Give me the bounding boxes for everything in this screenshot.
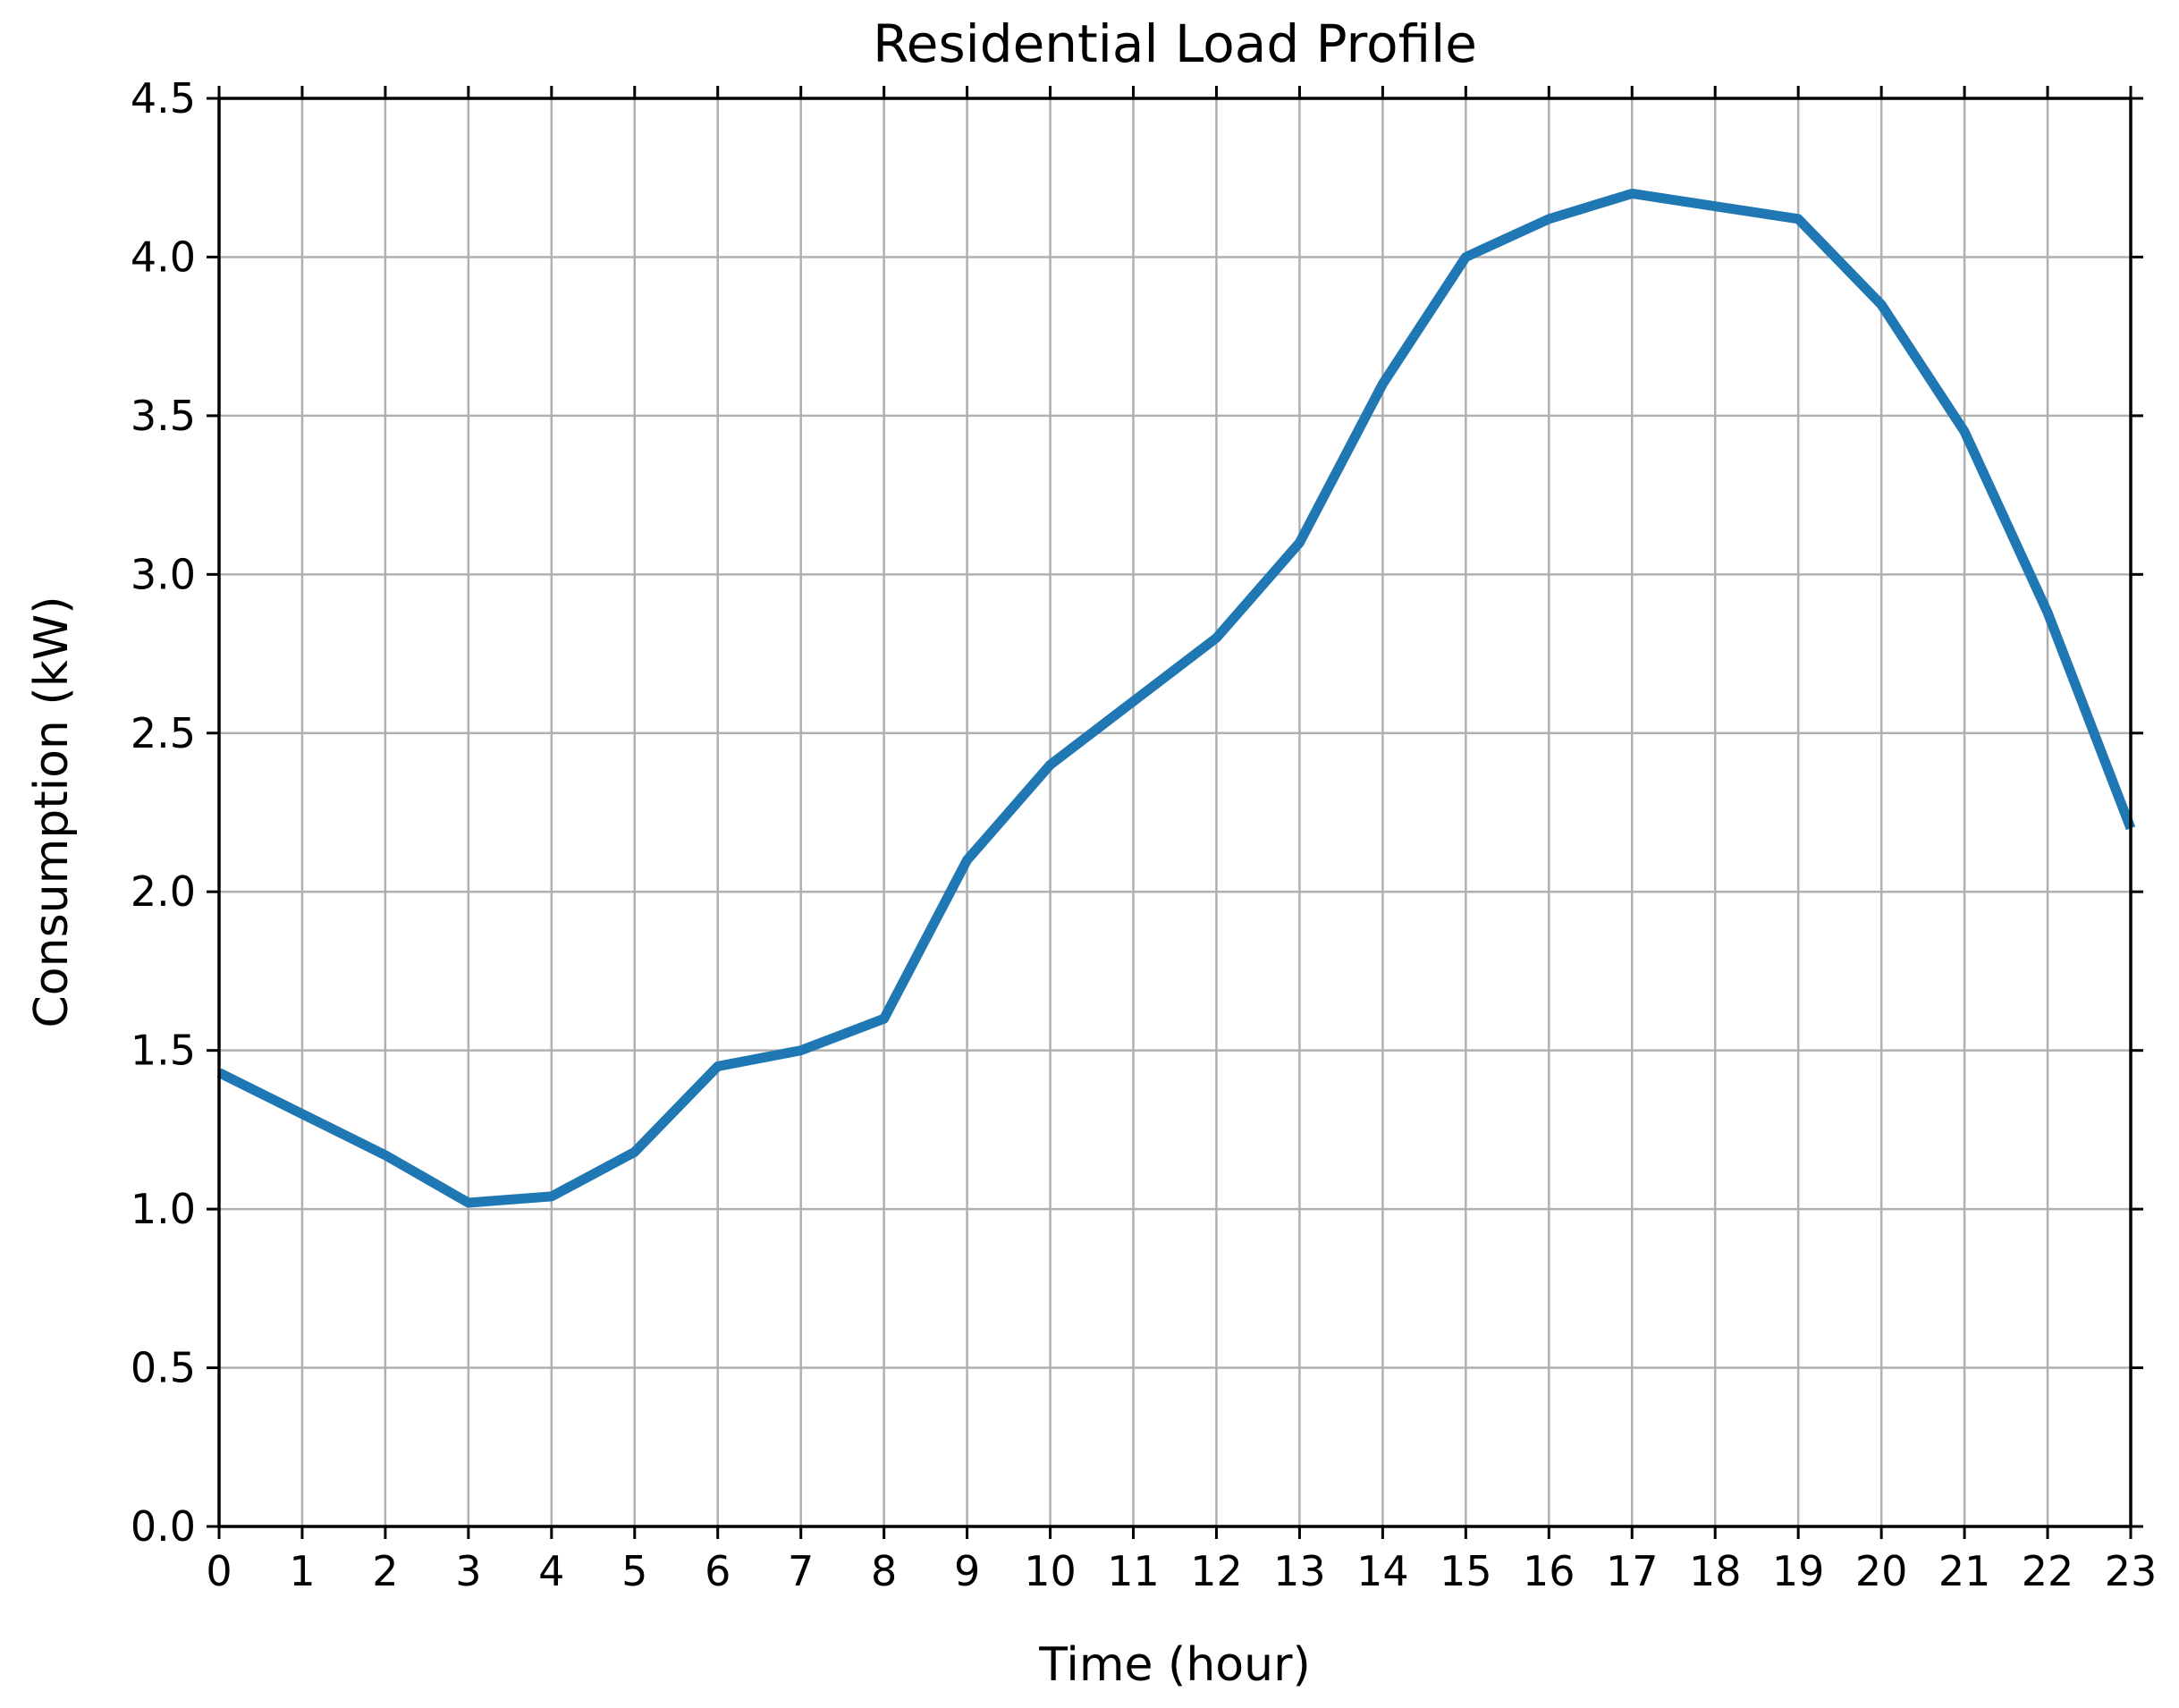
x-tick-label: 20: [1855, 1547, 1908, 1595]
y-tick-label: 3.5: [131, 392, 196, 440]
y-tick-label: 0.5: [131, 1344, 196, 1392]
data-line-consumption: [216, 188, 2136, 1208]
y-tick-label: 3.0: [131, 550, 196, 598]
x-tick-label: 6: [705, 1547, 731, 1595]
x-tick-label: 18: [1689, 1547, 1742, 1595]
y-tick-label: 1.5: [131, 1027, 196, 1075]
x-tick-label: 22: [2022, 1547, 2074, 1595]
y-tick-label: 4.0: [131, 233, 196, 281]
x-tick-label: 12: [1190, 1547, 1243, 1595]
x-axis-label: Time (hour): [1039, 1638, 1311, 1692]
x-tick-label: 0: [206, 1547, 232, 1595]
y-tick-label: 2.5: [131, 709, 196, 757]
x-tick-label: 11: [1107, 1547, 1160, 1595]
y-tick-label: 0.0: [131, 1502, 196, 1551]
y-tick-label: 2.0: [131, 867, 196, 916]
x-tick-label: 1: [289, 1547, 315, 1595]
plot-frame: [217, 97, 2133, 1528]
chart-title: Residential Load Profile: [873, 13, 1477, 74]
x-tick-label: 13: [1273, 1547, 1326, 1595]
y-tick-label: 4.5: [131, 74, 196, 123]
x-tick-label: 15: [1440, 1547, 1492, 1595]
x-tick-label: 16: [1523, 1547, 1575, 1595]
x-tick-label: 21: [1938, 1547, 1991, 1595]
plot-background: [219, 98, 2131, 1526]
x-tick-label: 4: [538, 1547, 564, 1595]
y-axis-label: Consumption (kW): [25, 596, 79, 1028]
y-tick-label: 1.0: [131, 1185, 196, 1233]
x-tick-label: 17: [1606, 1547, 1659, 1595]
x-tick-label: 10: [1024, 1547, 1077, 1595]
x-tick-label: 5: [621, 1547, 647, 1595]
x-tick-label: 8: [871, 1547, 897, 1595]
x-tick-label: 9: [954, 1547, 980, 1595]
x-tick-label: 19: [1772, 1547, 1825, 1595]
x-tick-label: 14: [1356, 1547, 1409, 1595]
x-tick-label: 3: [455, 1547, 481, 1595]
x-tick-label: 23: [2105, 1547, 2158, 1595]
x-tick-label: 2: [372, 1547, 398, 1595]
x-tick-label: 7: [788, 1547, 814, 1595]
